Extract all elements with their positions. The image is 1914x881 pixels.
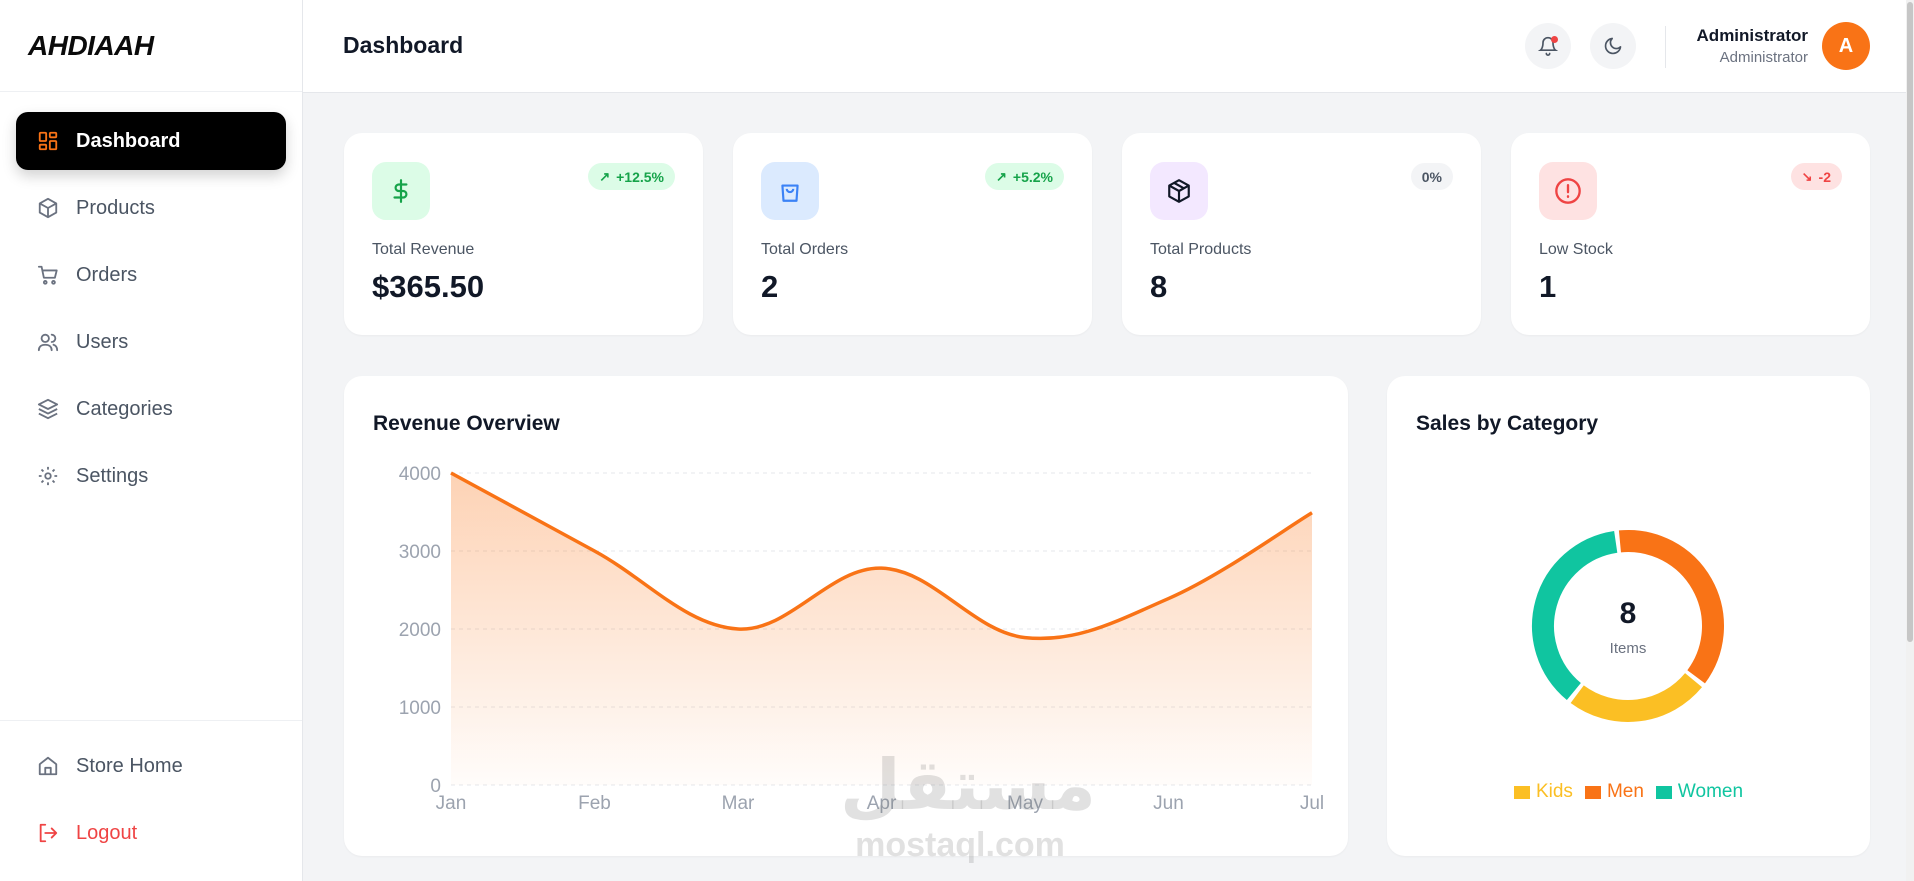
stat-value: $365.50 [372, 269, 485, 304]
stat-card-total-revenue: ↗ +12.5% Total Revenue $365.50 [344, 133, 703, 335]
sidebar-item-label: Store Home [76, 754, 183, 777]
donut-slice-kids[interactable] [1570, 672, 1703, 722]
stat-value: 1 [1539, 269, 1557, 304]
y-tick-label: 4000 [399, 464, 441, 485]
stat-label: Low Stock [1539, 241, 1613, 258]
sidebar-item-products[interactable]: Products [16, 179, 286, 237]
donut-center-label: Items [1610, 640, 1647, 657]
layers-icon [36, 397, 60, 421]
stat-label: Total Revenue [372, 241, 475, 258]
trend-badge: 0% [1410, 163, 1453, 190]
chart-title: Revenue Overview [373, 412, 560, 435]
donut-center-value: 8 [1620, 597, 1637, 630]
arrow-up-right-icon: ↗ [996, 168, 1007, 184]
user-name: Administrator [1696, 26, 1808, 45]
revenue-area-fill [451, 473, 1312, 785]
stat-card-total-products: 0% Total Products 8 [1122, 133, 1481, 335]
legend-swatch [1584, 785, 1601, 799]
dollar-icon [372, 162, 430, 220]
legend-item-women[interactable]: Women [1655, 781, 1743, 803]
brand-name: AHDIAAH [28, 29, 154, 61]
home-icon [36, 754, 60, 778]
sidebar-footer: Store Home Logout [0, 720, 302, 881]
sidebar-item-label: Dashboard [76, 129, 181, 152]
x-tick-label: Mar [722, 793, 755, 814]
sidebar-item-users[interactable]: Users [16, 313, 286, 371]
box-icon [36, 196, 60, 220]
revenue-area-chart: 0 1000 2000 3000 4000 Jan Feb Mar Apr May Jun Jul [399, 464, 1324, 814]
x-tick-label: May [1007, 793, 1043, 814]
trend-badge: ↗ +12.5% [588, 163, 675, 190]
category-donut-chart: 8 Items [1532, 530, 1724, 722]
stat-value: 2 [761, 269, 779, 304]
sidebar-item-label: Products [76, 196, 155, 219]
notifications-button[interactable] [1525, 23, 1571, 69]
donut-slice-women[interactable] [1532, 531, 1618, 701]
dashboard-grid-icon [36, 129, 60, 153]
top-header: Dashboard Administrator Administrator A [303, 0, 1914, 93]
x-tick-label: Jul [1300, 793, 1324, 814]
avatar[interactable]: A [1822, 22, 1870, 70]
y-tick-label: 1000 [399, 698, 441, 719]
notification-dot [1551, 36, 1558, 43]
page-title: Dashboard [343, 32, 464, 58]
alert-circle-icon [1539, 162, 1597, 220]
sidebar-item-store-home[interactable]: Store Home [16, 737, 286, 795]
sidebar-item-label: Settings [76, 464, 149, 487]
x-tick-label: Jun [1153, 793, 1184, 814]
legend-swatch [1655, 785, 1672, 799]
arrow-up-right-icon: ↗ [599, 168, 611, 184]
cart-icon [36, 263, 60, 287]
arrow-down-right-icon: ↘ [1801, 168, 1813, 184]
sidebar-item-label: Orders [76, 263, 138, 286]
revenue-overview-card: Revenue Overview 0 1000 2000 3000 4000 Jan Feb… [344, 376, 1348, 856]
legend-item-men[interactable]: Men [1584, 781, 1644, 803]
y-tick-label: 3000 [399, 542, 441, 563]
x-tick-label: Feb [578, 793, 611, 814]
stat-card-low-stock: ↘ -2 Low Stock 1 [1511, 133, 1870, 335]
sidebar-item-settings[interactable]: Settings [16, 447, 286, 505]
sidebar: AHDIAAH Dashboard Products Orders Users [0, 0, 303, 881]
scrollbar-thumb[interactable] [1907, 2, 1913, 642]
gear-icon [36, 464, 60, 488]
logout-button[interactable]: Logout [16, 804, 286, 862]
legend-swatch [1513, 785, 1530, 799]
x-tick-label: Jan [436, 793, 467, 814]
shopping-bag-icon [761, 162, 819, 220]
sidebar-nav: Dashboard Products Orders Users Categori… [0, 92, 302, 505]
sidebar-item-dashboard[interactable]: Dashboard [16, 112, 286, 170]
donut-slice-men[interactable] [1618, 530, 1724, 684]
logout-icon [36, 821, 60, 845]
sidebar-item-label: Categories [76, 397, 173, 420]
chart-legend: Kids Men Women [1387, 781, 1870, 803]
package-icon [1150, 162, 1208, 220]
x-tick-label: Apr [867, 793, 897, 814]
sidebar-item-label: Logout [76, 821, 138, 844]
stat-card-total-orders: ↗ +5.2% Total Orders 2 [733, 133, 1092, 335]
y-tick-label: 0 [430, 776, 441, 797]
trend-badge: ↗ +5.2% [985, 163, 1064, 190]
scrollbar[interactable] [1906, 0, 1914, 881]
y-tick-label: 2000 [399, 620, 441, 641]
sidebar-item-categories[interactable]: Categories [16, 380, 286, 438]
moon-icon [1604, 37, 1622, 55]
theme-toggle-button[interactable] [1590, 23, 1636, 69]
stat-value: 8 [1150, 269, 1168, 304]
user-role: Administrator [1719, 49, 1808, 66]
sales-by-category-card: Sales by Category 8 Items Kids Men Women [1387, 376, 1870, 856]
brand-logo[interactable]: AHDIAAH [0, 0, 302, 92]
header-divider [1665, 26, 1666, 68]
sidebar-item-orders[interactable]: Orders [16, 246, 286, 304]
legend-item-kids[interactable]: Kids [1513, 781, 1573, 803]
chart-title: Sales by Category [1416, 412, 1599, 435]
bell-icon [1538, 36, 1558, 56]
trend-badge: ↘ -2 [1790, 163, 1842, 190]
sidebar-item-label: Users [76, 330, 129, 353]
users-icon [36, 330, 60, 354]
stat-label: Total Orders [761, 241, 849, 258]
stat-label: Total Products [1150, 241, 1252, 258]
